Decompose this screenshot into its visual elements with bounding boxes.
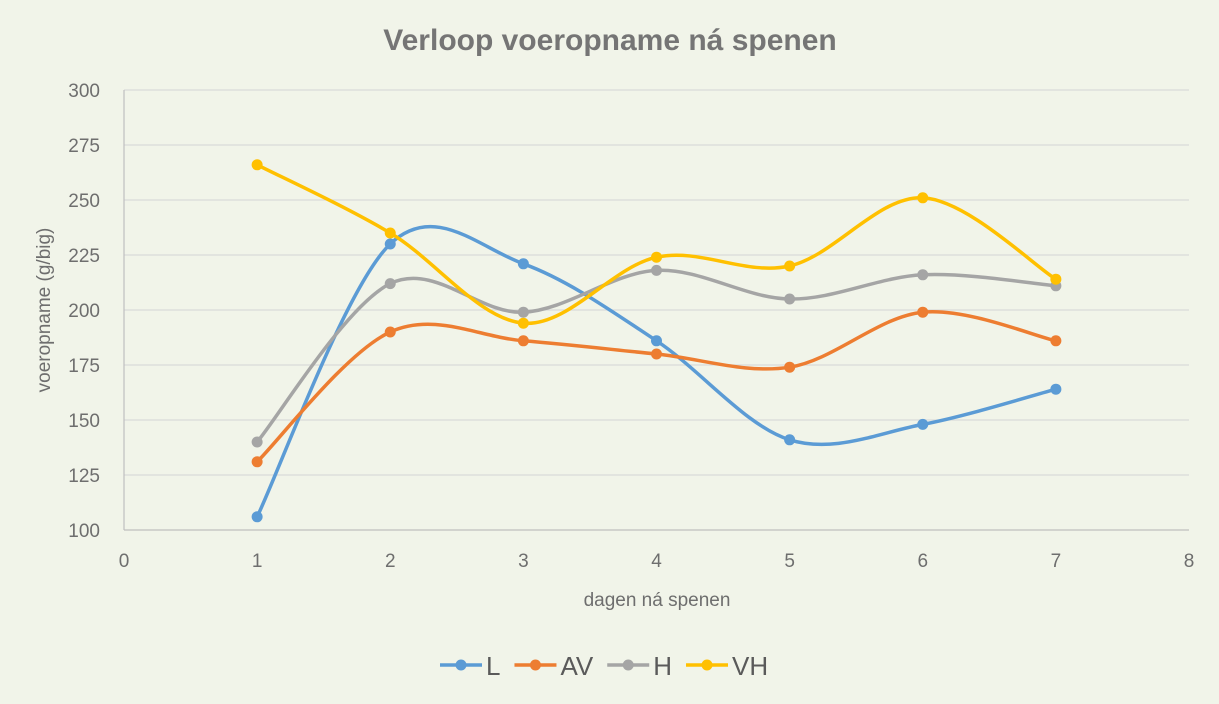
- series-line: [255, 163, 1058, 325]
- data-point: [251, 456, 263, 468]
- y-axis-ticks: 100 125 150 175 200 225 250 275 300: [68, 81, 100, 542]
- data-point: [651, 348, 662, 360]
- legend-label: AV: [560, 651, 593, 681]
- x-axis-ticks: 0 1 2 3 4 5 6 7 8: [119, 551, 1195, 572]
- x-tick-label: 0: [119, 551, 130, 572]
- data-point: [784, 434, 796, 446]
- data-point: [251, 159, 263, 171]
- legend-marker-icon: [455, 659, 467, 671]
- legend-item-vh: VH: [686, 651, 768, 681]
- series-line: [255, 224, 1058, 519]
- data-point: [651, 264, 662, 276]
- y-tick-label: 200: [68, 301, 100, 322]
- series-vh: [251, 159, 1062, 329]
- x-tick-label: 8: [1184, 551, 1195, 572]
- legend-label: L: [486, 651, 500, 681]
- data-point: [1050, 335, 1062, 347]
- y-tick-label: 250: [68, 191, 100, 212]
- y-tick-label: 100: [68, 521, 100, 542]
- legend-item-h: H: [607, 651, 672, 681]
- data-point: [917, 418, 929, 430]
- data-point: [517, 317, 529, 329]
- data-point: [784, 260, 796, 272]
- series-l: [251, 224, 1062, 523]
- x-tick-label: 3: [518, 551, 529, 572]
- data-point: [917, 269, 929, 281]
- x-tick-label: 7: [1051, 551, 1062, 572]
- data-point: [651, 251, 662, 263]
- legend-item-l: L: [440, 651, 500, 681]
- data-point: [784, 361, 796, 373]
- data-point: [917, 192, 929, 204]
- data-point: [917, 306, 929, 318]
- data-point: [384, 227, 396, 239]
- data-point: [251, 511, 263, 523]
- legend: L AV H VH: [440, 651, 768, 681]
- data-point: [251, 436, 263, 448]
- legend-marker-icon: [529, 659, 541, 671]
- y-tick-label: 175: [68, 356, 100, 377]
- data-point: [1050, 383, 1062, 395]
- y-tick-label: 150: [68, 411, 100, 432]
- y-tick-label: 125: [68, 466, 100, 487]
- x-tick-label: 4: [651, 551, 662, 572]
- legend-label: VH: [732, 651, 768, 681]
- gridlines: [123, 89, 1189, 531]
- legend-marker-icon: [622, 659, 634, 671]
- legend-marker-icon: [701, 659, 713, 671]
- data-point: [384, 326, 396, 338]
- y-tick-label: 300: [68, 81, 100, 102]
- series-group: [251, 159, 1062, 523]
- y-axis-label: voeropname (g/big): [34, 228, 55, 393]
- legend-label: H: [653, 651, 672, 681]
- x-tick-label: 5: [784, 551, 795, 572]
- data-point: [784, 293, 796, 305]
- y-tick-label: 225: [68, 246, 100, 267]
- x-tick-label: 2: [385, 551, 396, 572]
- data-point: [651, 335, 662, 347]
- x-tick-label: 6: [917, 551, 928, 572]
- data-point: [517, 258, 529, 270]
- legend-item-av: AV: [514, 651, 594, 681]
- x-tick-label: 1: [252, 551, 263, 572]
- series-av: [251, 306, 1062, 468]
- series-h: [251, 264, 1062, 448]
- chart-title: Verloop voeropname ná spenen: [383, 24, 836, 57]
- data-point: [1050, 273, 1062, 285]
- data-point: [517, 335, 529, 347]
- x-axis-label: dagen ná spenen: [584, 590, 731, 611]
- series-line: [255, 309, 1058, 464]
- data-point: [384, 278, 396, 290]
- data-point: [384, 238, 396, 250]
- y-tick-label: 275: [68, 136, 100, 157]
- data-point: [517, 306, 529, 318]
